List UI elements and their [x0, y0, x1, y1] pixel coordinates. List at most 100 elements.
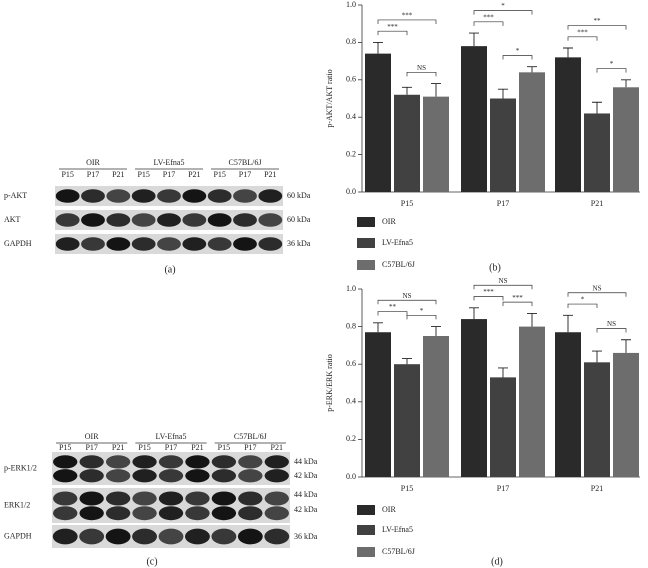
legend-swatch: [357, 505, 375, 515]
legend-swatch: [357, 238, 375, 248]
bar: [519, 326, 545, 477]
legend-swatch: [357, 260, 375, 270]
bar: [365, 332, 391, 477]
x-tick-label: P17: [497, 199, 509, 208]
band: [53, 491, 78, 506]
band: [81, 237, 105, 251]
band: [238, 491, 263, 506]
legend-swatch: [357, 547, 375, 557]
band: [105, 491, 131, 506]
band: [158, 455, 184, 469]
band: [264, 455, 289, 469]
significance-bracket: [473, 284, 533, 290]
legend-label: LV-Efna5: [382, 238, 413, 247]
size-label: 44 kDa: [294, 457, 318, 466]
band: [105, 455, 131, 469]
band: [106, 213, 131, 227]
lane-label: P17: [165, 443, 177, 452]
significance-bracket: [567, 36, 598, 41]
row-label: ERK1/2: [4, 500, 30, 509]
size-label: 42 kDa: [294, 471, 318, 480]
error-bar: [527, 66, 537, 73]
significance-bracket: [377, 30, 408, 36]
legend-label: C57BL/6J: [382, 547, 415, 556]
size-label: 36 kDa: [294, 532, 318, 541]
bar: [613, 87, 639, 192]
band: [258, 189, 283, 203]
x-tick-label: P15: [401, 199, 413, 208]
size-label: 60 kDa: [287, 191, 311, 200]
band: [185, 506, 210, 521]
panel-label: (a): [164, 264, 175, 275]
band: [55, 213, 80, 227]
band: [55, 237, 80, 251]
blot-group-label: C57BL/6J: [229, 158, 262, 167]
band: [211, 469, 237, 483]
band: [158, 469, 184, 483]
bar: [613, 352, 639, 477]
significance-label: NS: [593, 284, 602, 292]
y-tick-label: 0.4: [346, 397, 356, 406]
y-axis-label: p-AKT/AKT ratio: [325, 69, 334, 127]
error-bar: [431, 326, 441, 336]
lane-label: P21: [264, 170, 276, 179]
bar: [394, 94, 420, 192]
error-bar: [592, 350, 602, 363]
band: [185, 491, 210, 506]
error-bar: [373, 41, 383, 54]
band: [258, 237, 283, 251]
blot-group-label: C57BL/6J: [234, 432, 267, 441]
error-bar: [563, 47, 573, 58]
significance-label: ***: [483, 288, 494, 296]
significance-bracket: [473, 296, 504, 301]
band: [79, 506, 104, 521]
lane-label: P17: [87, 170, 99, 179]
band: [131, 189, 156, 203]
y-tick-label: 1.0: [346, 284, 356, 293]
band: [185, 469, 210, 483]
band: [79, 491, 104, 506]
error-bar: [621, 79, 631, 88]
band: [233, 213, 257, 227]
band: [211, 491, 237, 506]
size-label: 42 kDa: [294, 505, 318, 514]
y-tick-label: 0.8: [346, 37, 356, 46]
legend-label: OIR: [382, 217, 396, 226]
band: [238, 469, 263, 483]
band: [211, 455, 237, 469]
lane-label: P17: [239, 170, 251, 179]
significance-label: ***: [512, 294, 523, 302]
significance-label: NS: [417, 64, 426, 72]
blot-group-label: OIR: [86, 158, 100, 167]
band: [79, 469, 104, 483]
band: [105, 528, 131, 545]
legend-swatch: [357, 217, 375, 227]
band: [207, 189, 232, 203]
error-bar: [498, 367, 508, 378]
band: [105, 469, 131, 483]
row-label: p-ERK1/2: [4, 463, 37, 472]
significance-bracket: [567, 303, 598, 309]
y-tick-label: 0.0: [346, 187, 356, 196]
lane-label: P15: [218, 443, 230, 452]
lane-label: P21: [112, 170, 124, 179]
band: [132, 469, 157, 483]
legend-swatch: [357, 525, 375, 535]
error-bar: [621, 339, 631, 353]
band: [81, 213, 105, 227]
row-label: GAPDH: [4, 239, 32, 248]
band: [207, 237, 232, 251]
panel-label: (d): [491, 556, 503, 567]
significance-bracket: [596, 68, 627, 73]
band: [158, 491, 184, 506]
significance-bracket: [473, 21, 504, 26]
band: [52, 528, 78, 545]
size-label: 60 kDa: [287, 215, 311, 224]
y-tick-label: 0.2: [346, 149, 356, 158]
band: [182, 237, 207, 251]
band: [132, 528, 157, 545]
y-tick-label: 0.6: [346, 75, 356, 84]
error-bar: [373, 322, 383, 333]
band: [132, 491, 157, 506]
